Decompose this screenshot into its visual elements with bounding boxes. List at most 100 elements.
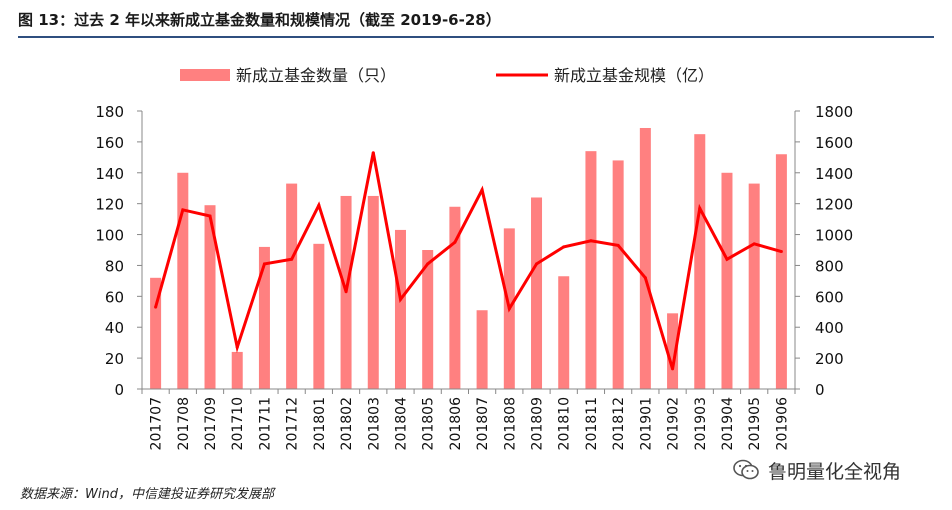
y-right-tick-label: 1800 — [815, 103, 853, 121]
bar-201806 — [449, 206, 461, 389]
bar-201805 — [422, 250, 434, 389]
title-divider — [18, 36, 934, 38]
x-tick-label: 201712 — [285, 397, 301, 450]
line-point-201812 — [616, 243, 620, 247]
bar-201906 — [775, 154, 787, 389]
bar-201712 — [286, 183, 298, 389]
x-tick-label: 201810 — [557, 397, 573, 450]
line-point-201906 — [779, 250, 783, 254]
legend: 新成立基金数量（只） 新成立基金规模（亿） — [180, 66, 714, 85]
figure-title: 图 13：过去 2 年以来新成立基金数量和规模情况（截至 2019-6-28） — [18, 11, 501, 29]
x-tick-label: 201812 — [611, 397, 627, 450]
line-point-201710 — [235, 345, 239, 349]
x-tick-label: 201903 — [693, 397, 709, 450]
line-point-201707 — [154, 305, 158, 309]
line-point-201810 — [562, 245, 566, 249]
y-left-tick-label: 120 — [95, 196, 124, 214]
y-right-tick-label: 200 — [815, 350, 844, 368]
y-right-tick-label: 1400 — [815, 165, 853, 183]
line-point-201803 — [371, 151, 375, 155]
bar-201811 — [585, 151, 597, 389]
y-right-tick-label: 400 — [815, 319, 844, 337]
axes — [137, 110, 800, 394]
bar-201903 — [694, 134, 706, 389]
line-point-201801 — [317, 203, 321, 207]
y-left-tick-label: 160 — [95, 134, 124, 152]
line-point-201902 — [671, 367, 675, 371]
line-scale — [154, 152, 782, 370]
watermark-text: 鲁明量化全视角 — [768, 460, 902, 483]
line-point-201708 — [181, 208, 185, 212]
x-tick-label: 201803 — [366, 397, 382, 450]
line-point-201804 — [398, 297, 402, 301]
combo-chart: 新成立基金数量（只） 新成立基金规模（亿） 0 20 40 60 80 100 120 140 1… — [95, 66, 853, 450]
line-point-201901 — [643, 276, 647, 280]
x-tick-label: 201807 — [475, 397, 491, 450]
bar-201801 — [313, 243, 325, 389]
line-point-201903 — [698, 206, 702, 210]
y-right-tick-label: 800 — [815, 257, 844, 275]
bar-201803 — [367, 195, 379, 389]
x-tick-label: 201710 — [230, 397, 246, 450]
line-point-201809 — [535, 262, 539, 266]
y-left-tick-label: 100 — [95, 227, 124, 245]
y-left-tick-label: 60 — [105, 288, 124, 306]
y-left-tick-label: 180 — [95, 103, 124, 121]
x-tick-label: 201905 — [747, 397, 763, 450]
legend-label-count: 新成立基金数量（只） — [236, 66, 396, 85]
bar-201804 — [394, 229, 406, 389]
tick-labels: 0204060801001201401601800200400600800100… — [95, 103, 853, 450]
bar-201809 — [531, 197, 543, 389]
y-right-tick-label: 0 — [815, 381, 825, 399]
y-left-tick-label: 80 — [105, 257, 124, 275]
x-tick-label: 201806 — [448, 397, 464, 451]
bar-201901 — [639, 127, 651, 389]
x-tick-label: 201809 — [530, 397, 546, 450]
bar-201710 — [231, 351, 243, 389]
line-point-201811 — [589, 239, 593, 243]
x-tick-label: 201709 — [203, 397, 219, 450]
x-tick-label: 201808 — [502, 397, 518, 450]
y-left-tick-label: 20 — [105, 350, 124, 368]
x-tick-label: 201805 — [421, 397, 437, 450]
y-right-tick-label: 1000 — [815, 227, 853, 245]
y-right-tick-label: 1200 — [815, 196, 853, 214]
bar-201905 — [748, 183, 760, 389]
y-left-tick-label: 140 — [95, 165, 124, 183]
y-right-tick-label: 1600 — [815, 134, 853, 152]
line-point-201712 — [290, 257, 294, 261]
bar-201708 — [177, 172, 189, 389]
x-tick-label: 201707 — [149, 397, 165, 450]
bar-201812 — [612, 160, 624, 389]
x-tick-label: 201811 — [584, 397, 600, 450]
watermark: 鲁明量化全视角 — [732, 455, 901, 485]
wechat-icon — [733, 459, 759, 480]
y-left-tick-label: 40 — [105, 319, 124, 337]
bar-201902 — [667, 313, 679, 389]
bar-201810 — [558, 276, 570, 389]
y-right-tick-label: 600 — [815, 288, 844, 306]
line-point-201905 — [752, 242, 756, 246]
bar-201707 — [150, 277, 162, 389]
legend-bar-swatch — [180, 69, 230, 81]
x-tick-label: 201802 — [339, 397, 355, 450]
bar-201709 — [204, 205, 216, 389]
bar-201904 — [721, 172, 733, 389]
line-point-201805 — [426, 262, 430, 266]
x-tick-label: 201708 — [176, 397, 192, 450]
x-tick-label: 201801 — [312, 397, 328, 450]
x-tick-label: 201902 — [666, 397, 682, 450]
bar-201711 — [258, 246, 270, 389]
bar-201807 — [476, 310, 488, 389]
source-note: 数据来源：Wind，中信建投证券研究发展部 — [20, 487, 274, 502]
line-point-201808 — [507, 307, 511, 311]
chart-container: 新成立基金数量（只） 新成立基金规模（亿） 0 20 40 60 80 100 120 140 1… — [0, 50, 952, 480]
x-tick-label: 201901 — [638, 397, 654, 450]
x-tick-label: 201906 — [774, 397, 790, 451]
line-point-201806 — [453, 240, 457, 244]
x-tick-label: 201804 — [393, 397, 409, 451]
y-left-tick-label: 0 — [114, 381, 124, 399]
line-series — [154, 151, 783, 371]
line-point-201904 — [725, 257, 729, 261]
legend-label-size: 新成立基金规模（亿） — [554, 66, 714, 85]
